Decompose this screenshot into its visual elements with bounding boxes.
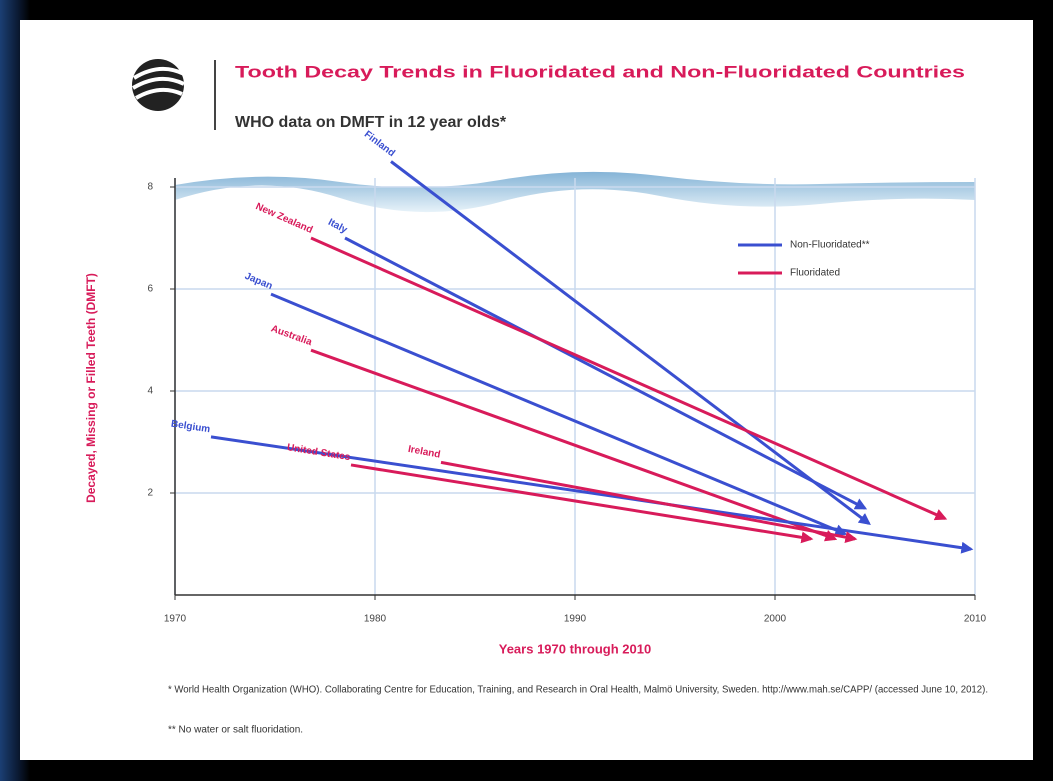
x-tick-label: 1990 [564,614,587,625]
footnote: * World Health Organization (WHO). Colla… [168,685,988,696]
x-axis-label: Years 1970 through 2010 [499,641,651,656]
legend-label: Non-Fluoridated** [790,240,870,251]
x-tick-label: 2000 [764,614,787,625]
logo [132,59,184,111]
footnote: ** No water or salt fluoridation. [168,725,303,736]
y-tick-label: 8 [147,182,153,193]
y-axis-label: Decayed, Missing or Filled Teeth (DMFT) [84,273,98,503]
chart: Tooth Decay Trends in Fluoridated and No… [0,0,1053,781]
title: Tooth Decay Trends in Fluoridated and No… [235,62,965,81]
legend-label: Fluoridated [790,268,840,279]
y-tick-label: 2 [147,488,153,499]
page: Tooth Decay Trends in Fluoridated and No… [0,0,1053,781]
x-tick-label: 2010 [964,614,987,625]
y-tick-label: 4 [147,386,153,397]
subtitle: WHO data on DMFT in 12 year olds* [235,114,507,131]
x-tick-label: 1970 [164,614,187,625]
y-tick-label: 6 [147,284,153,295]
x-tick-label: 1980 [364,614,387,625]
